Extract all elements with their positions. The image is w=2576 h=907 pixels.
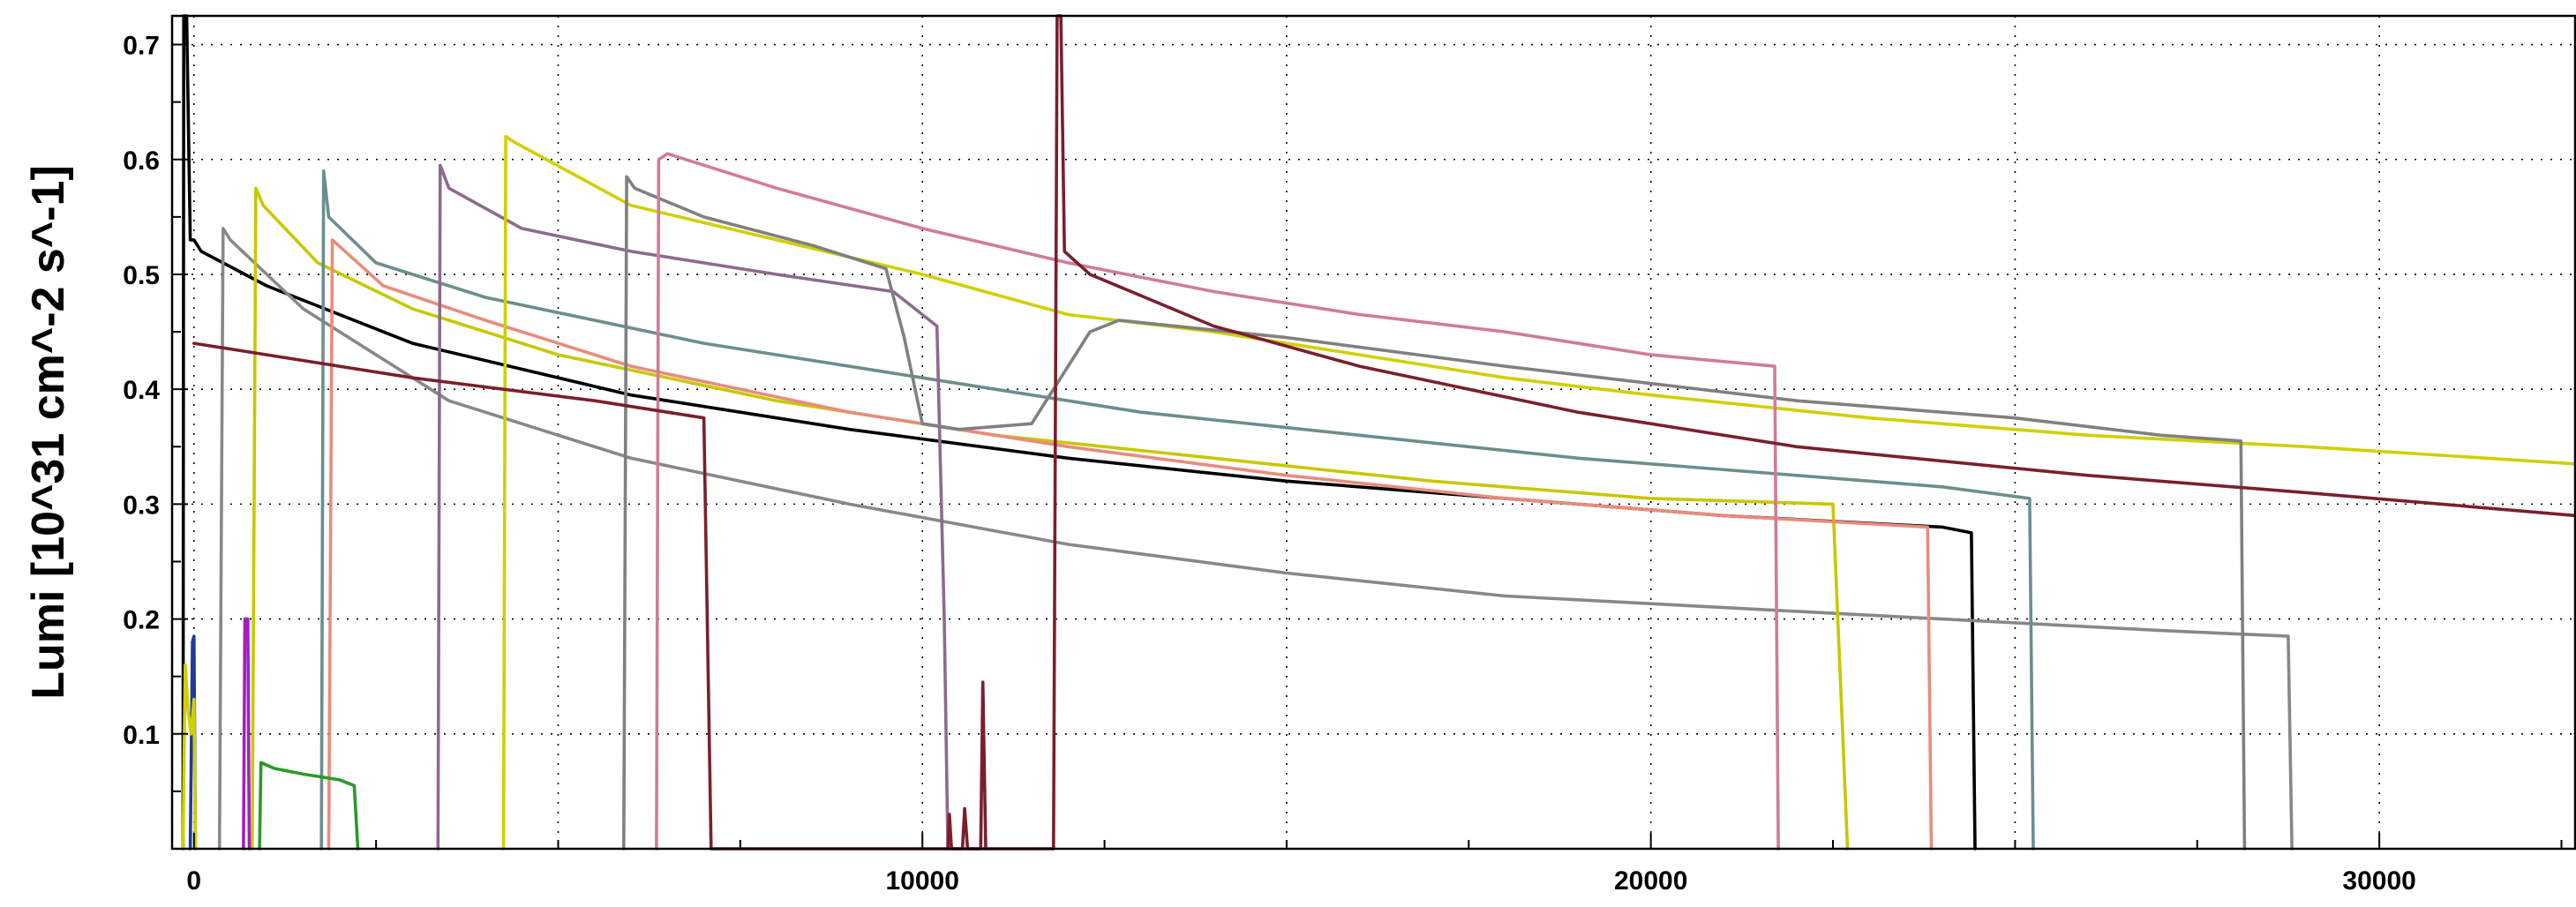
- series-line-9: [655, 152, 1780, 851]
- series-line-10: [192, 14, 2576, 851]
- x-tick-label: 10000: [885, 866, 958, 896]
- x-tick-label: 20000: [1614, 866, 1687, 896]
- grid-lines: [172, 16, 2576, 849]
- y-tick-label: 0.4: [123, 376, 160, 405]
- y-tick-label: 0.6: [123, 146, 160, 176]
- axes: [170, 14, 2576, 851]
- series-line-6: [436, 163, 950, 851]
- tick-labels: 0 10000 20000 30000 0.1 0.2 0.3 0.4 0.5 0.6 0.7: [123, 32, 2416, 896]
- series-line-7: [501, 134, 2576, 851]
- series-line-15: [946, 680, 988, 851]
- y-axis-title: Lumi [10^31 cm^-2 s^-1]: [23, 165, 74, 700]
- series-line-8: [621, 175, 2247, 851]
- y-tick-label: 0.7: [123, 32, 160, 61]
- series-line-14: [181, 663, 198, 851]
- plot-frame: [170, 14, 2576, 851]
- y-tick-label: 0.5: [123, 261, 160, 290]
- series-line-13: [258, 761, 360, 851]
- y-tick-label: 0.3: [123, 491, 160, 520]
- series-line-3: [250, 186, 1850, 851]
- x-tick-label: 0: [186, 866, 201, 896]
- series-line-2: [217, 227, 2294, 851]
- series-layer: [181, 14, 2576, 851]
- series-line-12: [242, 617, 252, 851]
- x-tick-label: 30000: [2342, 866, 2415, 896]
- y-tick-label: 0.1: [123, 721, 160, 750]
- series-line-4: [319, 169, 2035, 851]
- series-line-5: [327, 238, 1934, 851]
- y-tick-label: 0.2: [123, 606, 160, 635]
